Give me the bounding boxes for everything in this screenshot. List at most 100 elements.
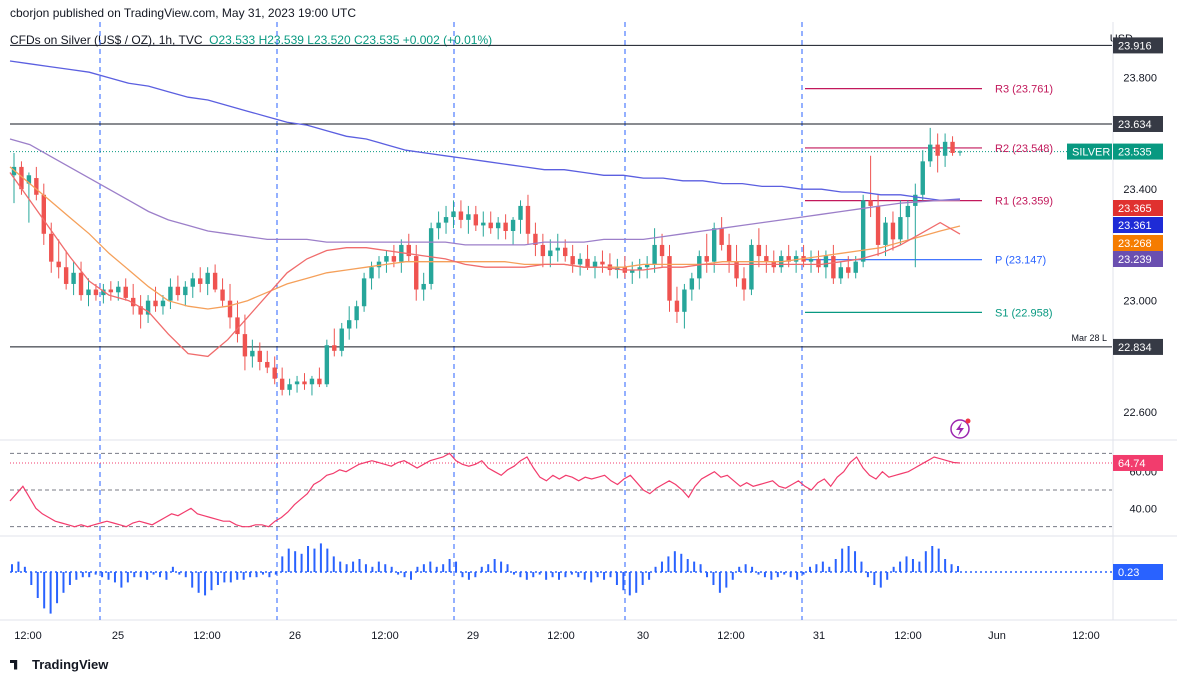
candle-body xyxy=(302,381,307,385)
ma-value-label: 23.361 xyxy=(1118,220,1152,232)
candle-body xyxy=(41,194,46,234)
candle-body xyxy=(548,250,553,257)
candle-body xyxy=(421,283,426,290)
candle-body xyxy=(667,256,672,301)
candle-body xyxy=(823,256,829,268)
x-tick-label: 12:00 xyxy=(14,630,42,642)
notification-dot xyxy=(965,418,971,424)
candle-body xyxy=(734,261,739,279)
x-tick-label: 12:00 xyxy=(193,630,221,642)
ma-value-label: 23.268 xyxy=(1118,238,1152,250)
tradingview-logo[interactable]: TradingView xyxy=(10,657,108,672)
symbol-name[interactable]: CFDs on Silver (US$ / OZ), 1h, TVC xyxy=(10,33,203,47)
candle-body xyxy=(495,222,501,229)
ohlc-change: +0.002 (+0.01%) xyxy=(402,33,493,47)
candle-body xyxy=(198,278,203,284)
ma-value-tag xyxy=(1113,217,1163,233)
ma-value-tag xyxy=(1113,251,1163,267)
x-tick-label: 12:00 xyxy=(894,630,922,642)
candle-body xyxy=(227,300,233,318)
candle-body xyxy=(533,233,538,245)
candle-body xyxy=(570,256,575,265)
candle-body xyxy=(93,289,99,296)
y-tick-label: 23.000 xyxy=(1123,296,1157,308)
candle-body xyxy=(309,378,315,385)
tv-logo-icon xyxy=(10,659,18,670)
candle-body xyxy=(682,289,687,312)
ohlc-open: O23.533 xyxy=(209,33,256,47)
x-tick-label: 12:00 xyxy=(547,630,575,642)
ohlc-close: C23.535 xyxy=(354,33,400,47)
candle-body xyxy=(212,272,218,290)
candle-body xyxy=(853,261,858,273)
candle-body xyxy=(719,228,724,245)
candle-body xyxy=(525,205,531,234)
x-tick-label: 31 xyxy=(813,630,825,642)
ma-value-tag xyxy=(1113,200,1163,216)
candle-body xyxy=(183,286,188,296)
candle-body xyxy=(130,297,136,307)
candle-body xyxy=(831,256,836,279)
candle-body xyxy=(257,350,263,362)
candle-body xyxy=(376,261,382,268)
publisher-line: cborjon published on TradingView.com, Ma… xyxy=(10,6,356,20)
candle-body xyxy=(816,258,821,268)
candle-body xyxy=(354,306,359,321)
candle-body xyxy=(630,270,635,273)
lightning-icon-ring xyxy=(950,419,970,439)
candle-body xyxy=(190,278,195,287)
candle-body xyxy=(764,256,769,262)
candle-body xyxy=(443,217,449,223)
candle-body xyxy=(585,258,590,268)
candle-body xyxy=(913,194,918,206)
candle-body xyxy=(905,205,911,218)
candle-body xyxy=(793,256,799,262)
histogram-value-tag xyxy=(1113,564,1163,580)
candle-body xyxy=(332,345,337,351)
candle-body xyxy=(451,211,456,218)
candle-body xyxy=(726,244,732,262)
candle-body xyxy=(414,256,419,290)
candle-body xyxy=(518,205,523,220)
candle-body xyxy=(741,278,747,290)
rsi-value-label: 64.74 xyxy=(1118,458,1146,470)
candle-body xyxy=(361,278,367,307)
candle-body xyxy=(78,272,84,296)
candle-body xyxy=(503,222,508,231)
sma50-line xyxy=(9,166,961,310)
candle-body xyxy=(488,222,493,229)
candle-body xyxy=(808,258,814,262)
candle-body xyxy=(175,286,181,296)
candle-body xyxy=(942,141,948,156)
pivot-label-r1: R1 (23.359) xyxy=(995,196,1053,208)
candle-body xyxy=(846,267,851,273)
ma-value-tag xyxy=(1113,235,1163,251)
candle-body xyxy=(875,205,881,245)
pivot-label-s1: S1 (22.958) xyxy=(995,307,1052,319)
candle-body xyxy=(577,258,583,265)
candle-body xyxy=(265,361,270,368)
x-tick-label: 12:00 xyxy=(1072,630,1100,642)
candle-body xyxy=(242,334,248,357)
candle-body xyxy=(674,300,680,312)
candle-body xyxy=(34,178,39,195)
candle-body xyxy=(704,256,709,262)
level-price-tag xyxy=(1113,37,1163,54)
candle-body xyxy=(317,378,322,385)
level-price-label: 23.634 xyxy=(1118,119,1152,131)
candle-body xyxy=(123,286,128,298)
ohlc-high: H23.539 xyxy=(258,33,304,47)
candle-body xyxy=(659,244,665,257)
pivot-label-p: P (23.147) xyxy=(995,255,1046,267)
level-price-label: 23.916 xyxy=(1118,40,1152,52)
candle-body xyxy=(935,144,940,156)
candle-body xyxy=(235,317,240,335)
candle-body xyxy=(652,244,657,265)
candle-body xyxy=(279,378,285,390)
level-price-label: 23.535 xyxy=(1118,147,1152,159)
level-price-tag xyxy=(1113,338,1163,355)
candle-body xyxy=(436,222,441,229)
footer-brand: TradingView xyxy=(32,657,109,672)
candle-body xyxy=(950,141,955,153)
